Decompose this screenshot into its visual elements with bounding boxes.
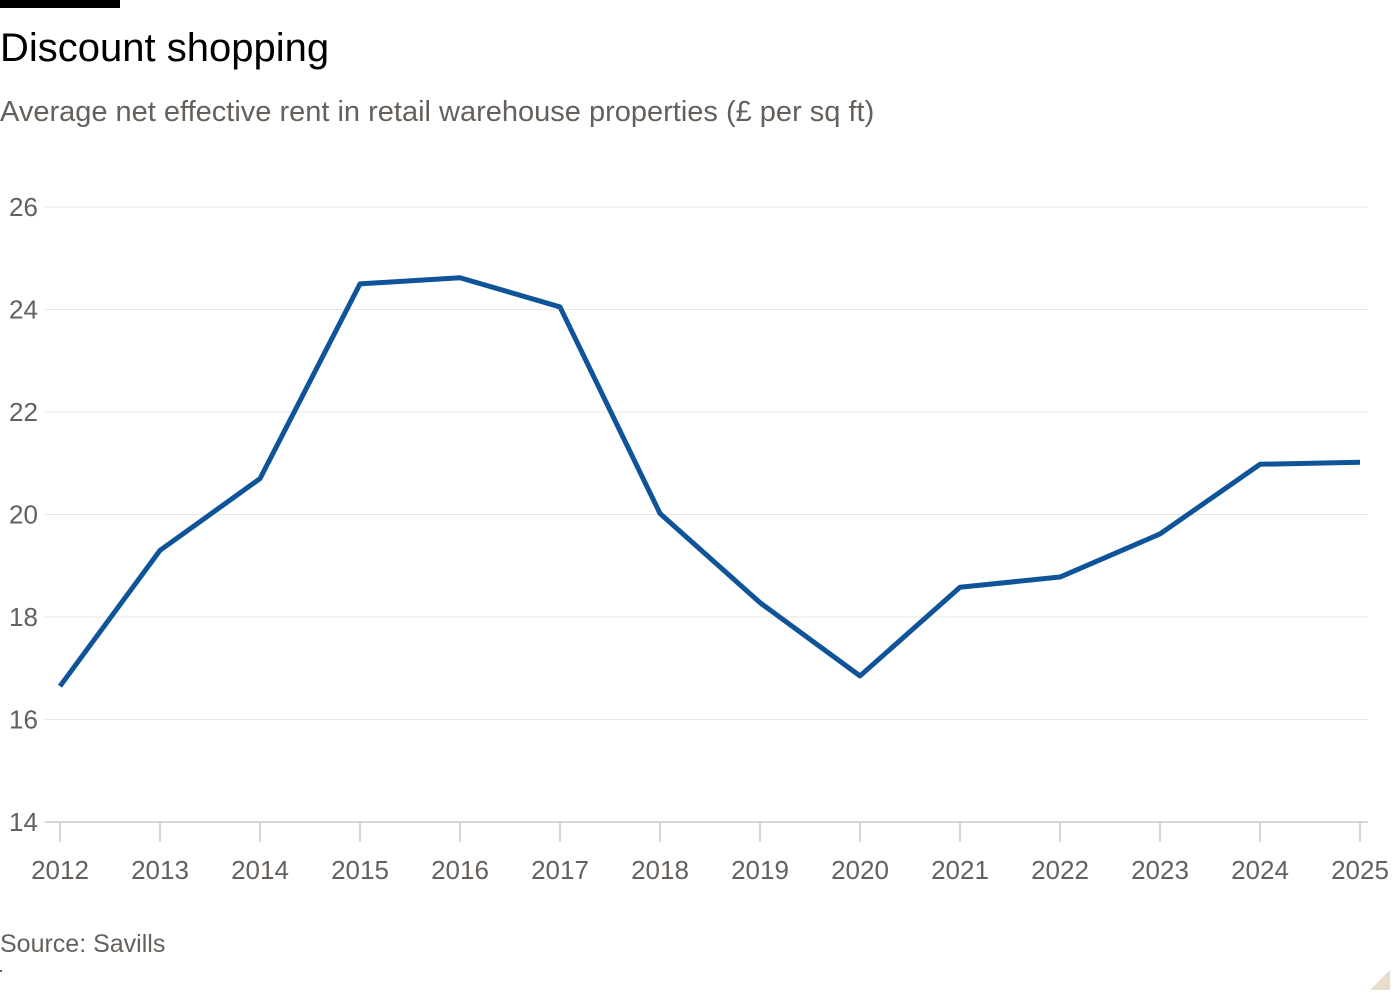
series-layer xyxy=(57,275,1361,688)
x-tick-label: 2021 xyxy=(931,855,989,885)
y-tick-label: 16 xyxy=(9,705,38,735)
x-tick-label: 2020 xyxy=(831,855,889,885)
x-tick-label: 2025 xyxy=(1331,855,1389,885)
x-tick-label: 2013 xyxy=(131,855,189,885)
y-tick-label: 20 xyxy=(9,500,38,530)
x-axis xyxy=(45,821,1368,842)
series-line-0 xyxy=(57,275,1361,688)
footer-dot xyxy=(0,970,2,972)
x-tick-label: 2022 xyxy=(1031,855,1089,885)
y-tick-label: 24 xyxy=(9,295,38,325)
y-axis-tick-labels: 14 16 18 20 22 24 26 xyxy=(9,192,38,837)
x-tick-label: 2024 xyxy=(1231,855,1289,885)
y-tick-label: 14 xyxy=(9,807,38,837)
x-tick-label: 2019 xyxy=(731,855,789,885)
gridlines xyxy=(45,206,1368,720)
x-tick-label: 2012 xyxy=(31,855,89,885)
x-tick-label: 2017 xyxy=(531,855,589,885)
chart-subtitle: Average net effective rent in retail war… xyxy=(0,96,875,128)
x-tick-label: 2014 xyxy=(231,855,289,885)
corner-logo-mark xyxy=(1370,970,1390,990)
brand-bar xyxy=(0,0,120,8)
x-tick-label: 2018 xyxy=(631,855,689,885)
y-tick-label: 26 xyxy=(9,192,38,222)
y-tick-label: 18 xyxy=(9,602,38,632)
source-note: Source: Savills xyxy=(0,930,166,958)
y-tick-label: 22 xyxy=(9,397,38,427)
x-tick-label: 2023 xyxy=(1131,855,1189,885)
x-tick-label: 2015 xyxy=(331,855,389,885)
x-axis-tick-labels: 2012 2013 2014 2015 2016 2017 2018 2019 2020 2021… xyxy=(31,855,1389,885)
x-tick-label: 2016 xyxy=(431,855,489,885)
chart-title: Discount shopping xyxy=(0,26,330,70)
